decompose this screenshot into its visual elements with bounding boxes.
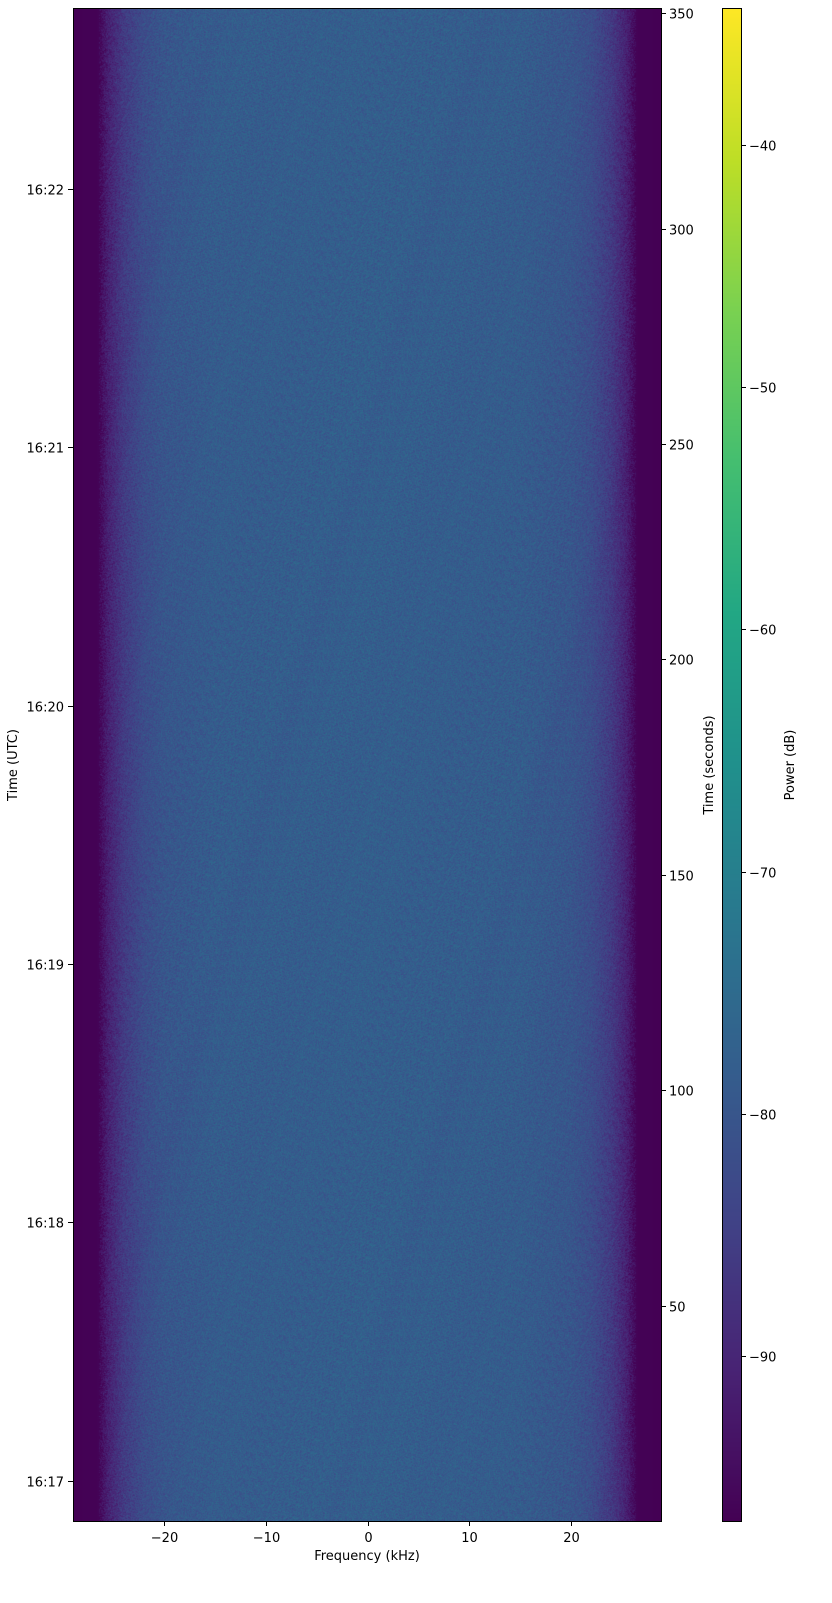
colorbar-tick-label: −70 — [749, 867, 776, 882]
right-y-tick-label: 50 — [669, 1301, 686, 1316]
right-y-tick-label: 250 — [669, 439, 694, 454]
plot-frame — [73, 8, 662, 1522]
colorbar-tick-label: −50 — [749, 382, 776, 397]
colorbar-tick-label: −40 — [749, 140, 776, 155]
right-y-tick-label: 100 — [669, 1085, 694, 1100]
left-y-tick-label: 16:20 — [27, 701, 64, 716]
right-y-tick-label: 350 — [669, 8, 694, 23]
right-y-tick-label: 300 — [669, 224, 694, 239]
colorbar-frame — [722, 8, 742, 1522]
left-y-axis-label: Time (UTC) — [6, 729, 21, 802]
left-y-tick-label: 16:21 — [27, 442, 64, 457]
left-y-tick-label: 16:18 — [27, 1217, 64, 1232]
x-tick-label: 20 — [563, 1531, 580, 1546]
colorbar-image — [723, 9, 741, 1521]
colorbar-tick-label: −90 — [749, 1351, 776, 1366]
x-tick-label: 0 — [364, 1531, 372, 1546]
spectrogram-image — [74, 9, 661, 1521]
colorbar-tick-label: −60 — [749, 624, 776, 639]
right-y-tick-label: 200 — [669, 654, 694, 669]
x-axis-label: Frequency (kHz) — [314, 1549, 420, 1564]
left-y-tick-label: 16:19 — [27, 959, 64, 974]
right-y-axis-label: Time (seconds) — [702, 715, 717, 815]
colorbar-label: Power (dB) — [783, 730, 798, 801]
x-tick-label: −10 — [253, 1531, 280, 1546]
left-y-tick-label: 16:17 — [27, 1476, 64, 1491]
colorbar-tick-label: −80 — [749, 1109, 776, 1124]
left-y-tick-label: 16:22 — [27, 184, 64, 199]
right-y-tick-label: 150 — [669, 870, 694, 885]
x-tick-label: 10 — [461, 1531, 478, 1546]
x-tick-label: −20 — [151, 1531, 178, 1546]
